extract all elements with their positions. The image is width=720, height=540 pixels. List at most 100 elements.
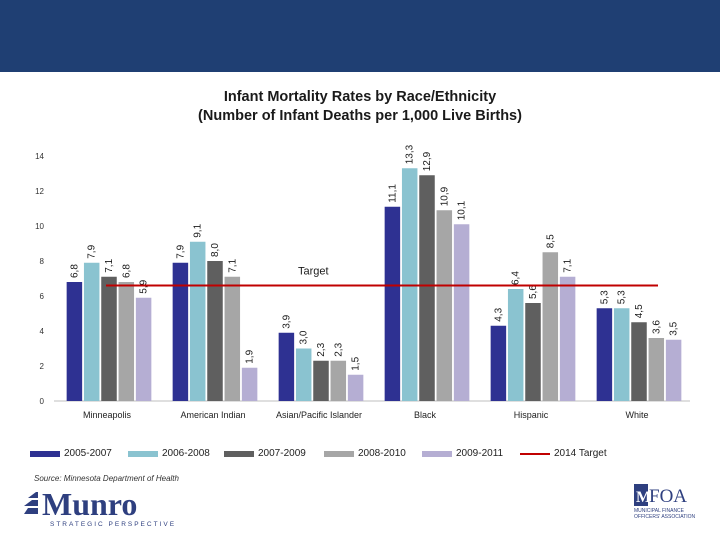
- bar: [631, 322, 647, 401]
- legend-item-target: 2014 Target: [520, 448, 607, 459]
- header-band: [0, 0, 720, 72]
- data-label: 7,9: [87, 244, 98, 258]
- bar: [490, 325, 507, 401]
- bar: [189, 241, 206, 401]
- munro-logo-text: Munro: [42, 486, 137, 522]
- legend-swatch: [30, 450, 60, 457]
- y-tick-label: 0: [40, 397, 45, 406]
- bar: [384, 206, 401, 401]
- bar: [648, 338, 665, 401]
- data-label: 12,9: [422, 151, 433, 171]
- munro-logo: Munro STRATEGIC PERSPECTIVE: [24, 486, 176, 528]
- bar: [118, 282, 135, 401]
- y-tick-label: 14: [35, 152, 44, 161]
- data-label: 13,3: [405, 144, 416, 164]
- legend-item: 2005-2007: [30, 448, 112, 459]
- mfoa-logo-text: FOA: [649, 486, 687, 507]
- bar: [507, 289, 524, 401]
- mfoa-subtitle: MUNICIPAL FINANCE OFFICERS' ASSOCIATION: [634, 508, 696, 520]
- chart-legend: 2005-2007 2006-2008 2007-2009 2008-2010 2009…: [30, 448, 630, 462]
- bar: [295, 348, 312, 401]
- data-label: 4,3: [493, 307, 504, 321]
- data-label: 11,1: [387, 184, 398, 203]
- data-label: 8,5: [545, 234, 556, 248]
- bar: [207, 261, 223, 401]
- bar: [453, 224, 470, 401]
- y-tick-label: 2: [40, 362, 45, 371]
- bar: [101, 276, 117, 401]
- data-label: 10,1: [457, 200, 468, 220]
- bar: [330, 360, 347, 401]
- bar: [313, 360, 329, 401]
- y-tick-label: 8: [40, 257, 45, 266]
- data-label: 10,9: [439, 186, 450, 206]
- data-label: 5,3: [617, 290, 628, 304]
- data-label: 6,8: [69, 264, 80, 278]
- legend-label: 2009-2011: [456, 448, 504, 459]
- bar: [559, 276, 576, 401]
- data-label: 2,3: [333, 342, 344, 356]
- bar: [525, 303, 541, 401]
- data-label: 3,0: [299, 330, 310, 344]
- x-category-label: Asian/Pacific Islander: [276, 410, 362, 420]
- data-label: 8,0: [210, 243, 221, 257]
- data-label: 6,8: [121, 264, 132, 278]
- y-tick-label: 12: [35, 187, 44, 196]
- bar: [83, 262, 100, 401]
- legend-swatch: [224, 450, 254, 457]
- data-label: 6,4: [511, 271, 522, 285]
- target-label: Target: [298, 266, 329, 278]
- bar: [224, 276, 241, 401]
- legend-item: 2006-2008: [128, 448, 210, 459]
- data-label: 5,6: [528, 285, 539, 299]
- chart-title: Infant Mortality Rates by Race/Ethnicity…: [150, 88, 570, 126]
- chart-title-line2: (Number of Infant Deaths per 1,000 Live …: [198, 108, 522, 124]
- data-label: 7,1: [227, 258, 238, 272]
- data-label: 1,5: [351, 356, 362, 370]
- legend-swatch: [520, 452, 550, 455]
- legend-swatch: [128, 450, 158, 457]
- legend-label: 2014 Target: [554, 448, 607, 459]
- bar: [596, 308, 613, 401]
- legend-label: 2005-2007: [64, 448, 112, 459]
- data-label: 7,1: [104, 258, 115, 272]
- bar: [241, 367, 258, 401]
- x-category-label: Hispanic: [514, 410, 549, 420]
- legend-item: 2008-2010: [324, 448, 406, 459]
- x-category-label: Black: [414, 410, 437, 420]
- data-label: 5,3: [599, 290, 610, 304]
- svg-text:M: M: [636, 489, 651, 506]
- x-category-label: White: [625, 410, 648, 420]
- munro-mark-icon: [24, 492, 38, 514]
- mfoa-m-block-icon: [634, 484, 648, 506]
- legend-swatch: [422, 450, 452, 457]
- data-label: 1,9: [245, 349, 256, 363]
- legend-item: 2009-2011: [422, 448, 503, 459]
- data-label: 2,3: [316, 342, 327, 356]
- bar: [66, 282, 83, 401]
- bar: [172, 262, 189, 401]
- data-label: 3,9: [281, 314, 292, 328]
- legend-label: 2006-2008: [162, 448, 210, 459]
- x-category-label: American Indian: [180, 410, 245, 420]
- bar: [347, 374, 364, 401]
- y-tick-label: 10: [35, 222, 44, 231]
- bar: [436, 210, 453, 401]
- source-note: Source: Minnesota Department of Health: [34, 474, 179, 483]
- data-label: 5,9: [139, 279, 150, 293]
- legend-label: 2008-2010: [358, 448, 406, 459]
- data-label: 9,1: [193, 223, 204, 237]
- y-tick-label: 4: [40, 327, 45, 336]
- y-tick-label: 6: [40, 292, 45, 301]
- bar: [278, 332, 295, 401]
- bar: [542, 252, 559, 401]
- bar: [419, 175, 435, 401]
- munro-tagline: STRATEGIC PERSPECTIVE: [50, 521, 176, 528]
- data-label: 3,5: [669, 321, 680, 335]
- data-label: 4,5: [634, 304, 645, 318]
- chart-title-line1: Infant Mortality Rates by Race/Ethnicity: [223, 89, 497, 105]
- bar: [135, 297, 152, 401]
- data-label: 7,1: [563, 258, 574, 272]
- data-label: 7,9: [175, 244, 186, 258]
